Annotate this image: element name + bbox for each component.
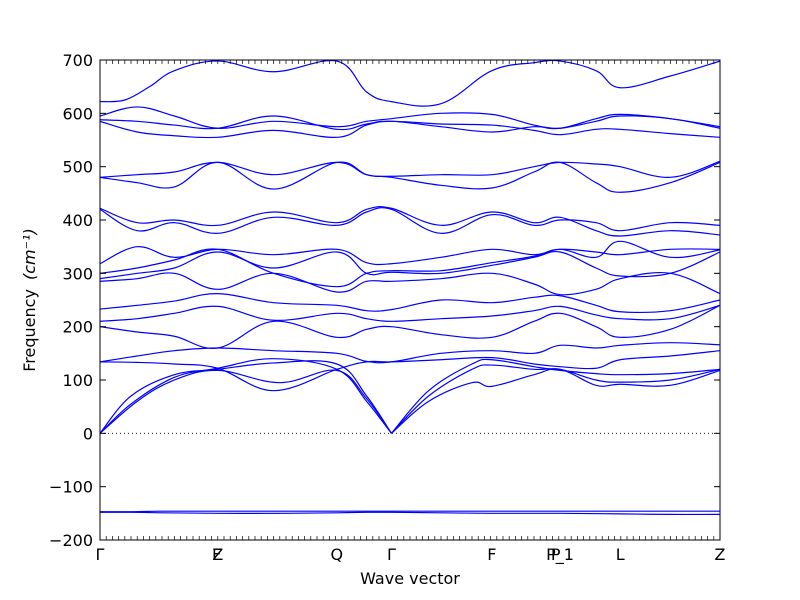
axes-frame [99,59,721,541]
y-axis: −200 −100 0 100 200 300 400 500 600 700 [49,51,720,550]
x-tick-label: F [212,545,221,564]
band-line-20 [100,161,720,193]
band-line-4 [100,358,392,434]
x-axis-title: Wave vector [360,569,460,588]
band-line-2 [100,511,720,516]
x-tick-label: Q [331,545,344,564]
band-line-14 [100,272,720,296]
x-tick-label: F [487,545,496,564]
band-line-7 [390,364,720,434]
y-tick-label: 100 [62,371,93,390]
y-tick-label: −100 [49,478,93,497]
band-line-9 [100,350,720,392]
band-line-21 [100,160,720,178]
y-axis-title-unit: (cm⁻¹) [20,228,39,280]
x-tick-label: Γ [96,545,105,564]
band-line-11 [100,304,720,349]
x-tick-label: Z [715,545,726,564]
x-tick-label: Γ [387,545,396,564]
band-line-24 [100,106,720,130]
band-line-15 [100,250,720,280]
band-line-13 [100,292,720,313]
band-line-23 [100,120,720,139]
band-line-12 [100,304,720,322]
band-line-1 [100,510,720,513]
band-line-19 [100,206,720,237]
band-line-8 [391,368,720,434]
y-tick-label: 600 [62,104,93,123]
x-tick-label: Z [212,545,223,564]
band-line-25 [100,60,720,107]
x-tick-label: L [616,545,625,564]
y-tick-label: 300 [62,264,93,283]
y-tick-label: 500 [62,158,93,177]
band-line-18 [100,207,720,234]
y-tick-label: 700 [62,51,93,70]
x-tick-label: P_1 [546,545,574,565]
y-axis-title: Frequency (cm⁻¹) [20,228,39,371]
band-lines [100,60,720,516]
y-tick-label: 400 [62,211,93,230]
band-line-5 [100,369,392,434]
x-tick-label: P [551,545,561,564]
band-line-3 [100,360,392,434]
band-line-17 [100,246,720,266]
y-tick-label: −200 [49,531,93,550]
x-axis: Γ FZ Q Γ F PP_1 L Z [96,60,726,565]
band-line-22 [100,115,720,133]
band-line-6 [390,358,720,434]
y-tick-label: 0 [83,424,93,443]
y-tick-label: 200 [62,318,93,337]
y-axis-title-text: Frequency [20,289,39,372]
band-line-10 [100,342,720,364]
band-line-16 [100,240,720,288]
